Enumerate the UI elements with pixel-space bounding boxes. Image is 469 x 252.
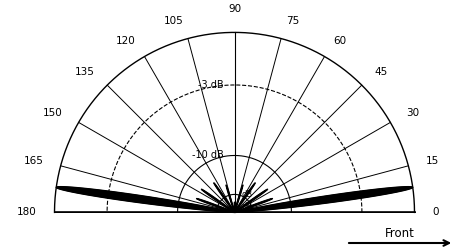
Text: dB: dB (242, 190, 253, 199)
Text: -10 dB: -10 dB (192, 150, 224, 161)
Text: -3 dB: -3 dB (198, 80, 224, 90)
Text: 105: 105 (164, 16, 183, 26)
Text: 45: 45 (375, 67, 388, 77)
Text: 150: 150 (43, 108, 63, 118)
Text: 135: 135 (75, 67, 94, 77)
Text: dB: dB (242, 202, 253, 211)
Text: 60: 60 (333, 36, 347, 46)
Text: 15: 15 (426, 156, 439, 166)
Text: 75: 75 (286, 16, 299, 26)
Text: Front: Front (385, 227, 415, 240)
Text: 0: 0 (432, 207, 439, 217)
Text: 180: 180 (17, 207, 37, 217)
Text: 90: 90 (228, 4, 241, 14)
Text: 165: 165 (23, 156, 43, 166)
Text: 30: 30 (406, 108, 419, 118)
Text: 120: 120 (116, 36, 136, 46)
Polygon shape (56, 183, 413, 212)
